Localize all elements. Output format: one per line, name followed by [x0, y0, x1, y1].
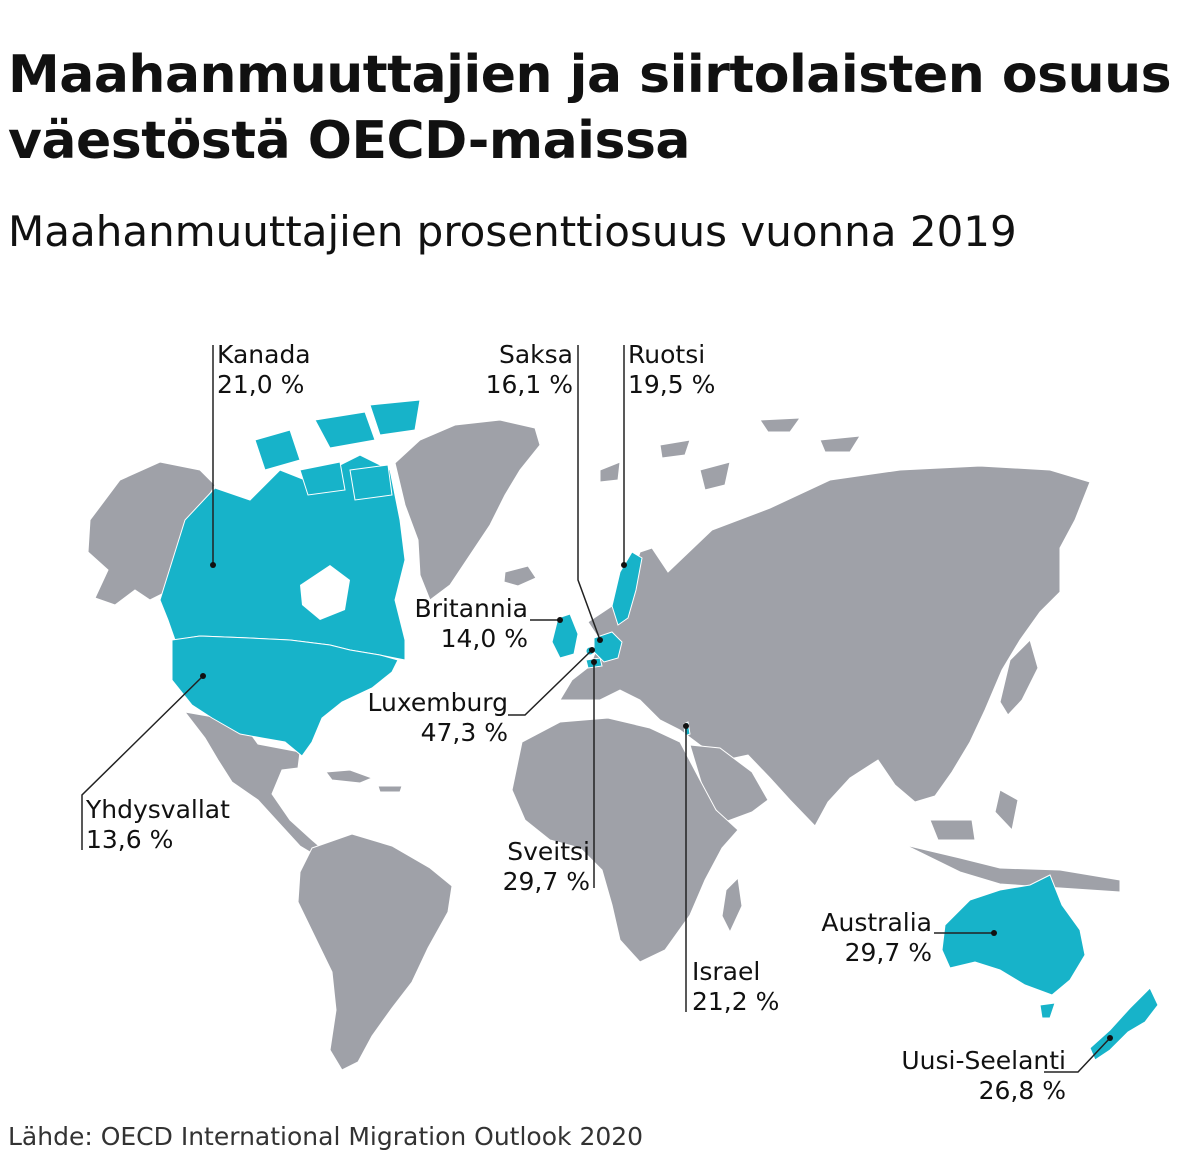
- canada-arctic-archipelago: [254, 399, 421, 501]
- south-america: [297, 833, 453, 1071]
- country-value-australia: 29,7 %: [845, 938, 932, 967]
- country-britannia[interactable]: [551, 613, 579, 659]
- leader-lines: [81, 345, 1113, 1073]
- marker-dot-kanada: [210, 562, 216, 568]
- country-name-sveitsi: Sveitsi: [507, 837, 590, 866]
- southeast-asia-islands: [904, 789, 1121, 893]
- marker-dot-ruotsi: [621, 562, 627, 568]
- caribbean: [325, 769, 403, 793]
- arctic-islands: [599, 417, 861, 491]
- chart-title: Maahanmuuttajien ja siirtolaisten osuus …: [8, 45, 1172, 171]
- marker-dot-britannia: [557, 617, 563, 623]
- country-value-ruotsi: 19,5 %: [628, 370, 715, 399]
- japan: [999, 639, 1039, 716]
- country-name-kanada: Kanada: [217, 340, 311, 369]
- iceland: [503, 565, 537, 587]
- country-australia[interactable]: [941, 874, 1086, 996]
- leader-line-uusi-seelanti: [1044, 1037, 1111, 1073]
- country-name-israel: Israel: [692, 957, 760, 986]
- country-name-ruotsi: Ruotsi: [628, 340, 705, 369]
- marker-dot-israel: [683, 723, 689, 729]
- country-value-luxemburg: 47,3 %: [421, 718, 508, 747]
- country-ruotsi[interactable]: [611, 551, 643, 626]
- country-name-britannia: Britannia: [415, 594, 528, 623]
- greenland: [394, 419, 541, 601]
- marker-dot-saksa: [597, 637, 603, 643]
- country-name-australia: Australia: [821, 908, 932, 937]
- country-value-saksa: 16,1 %: [486, 370, 573, 399]
- land-layer: [87, 417, 1121, 1071]
- country-yhdysvallat[interactable]: [171, 635, 399, 757]
- country-value-yhdysvallat: 13,6 %: [86, 825, 173, 854]
- leader-line-saksa: [577, 345, 601, 641]
- highlight-layer: [159, 399, 1159, 1061]
- madagascar: [721, 876, 743, 934]
- country-value-sveitsi: 29,7 %: [503, 867, 590, 896]
- marker-dot-uusi-seelanti: [1107, 1035, 1113, 1041]
- marker-dot-australia: [991, 930, 997, 936]
- marker-dot-yhdysvallat: [200, 673, 206, 679]
- chart-subtitle: Maahanmuuttajien prosenttiosuus vuonna 2…: [8, 207, 1017, 256]
- country-name-saksa: Saksa: [499, 340, 573, 369]
- source-note: Lähde: OECD International Migration Outl…: [8, 1122, 644, 1151]
- country-value-britannia: 14,0 %: [441, 624, 528, 653]
- leader-line-yhdysvallat: [81, 675, 204, 850]
- country-value-uusi-seelanti: 26,8 %: [979, 1076, 1066, 1105]
- hudson-bay: [300, 565, 350, 620]
- marker-dot-luxemburg: [589, 647, 595, 653]
- africa: [511, 717, 739, 963]
- country-name-yhdysvallat: Yhdysvallat: [85, 795, 230, 824]
- marker-dot-sveitsi: [591, 659, 597, 665]
- country-value-israel: 21,2 %: [692, 987, 779, 1016]
- tasmania: [1039, 1002, 1056, 1019]
- country-name-uusi-seelanti: Uusi-Seelanti: [901, 1046, 1066, 1075]
- country-name-luxemburg: Luxemburg: [367, 688, 508, 717]
- leader-line-luxemburg: [508, 649, 593, 716]
- country-value-kanada: 21,0 %: [217, 370, 304, 399]
- alaska: [87, 461, 216, 606]
